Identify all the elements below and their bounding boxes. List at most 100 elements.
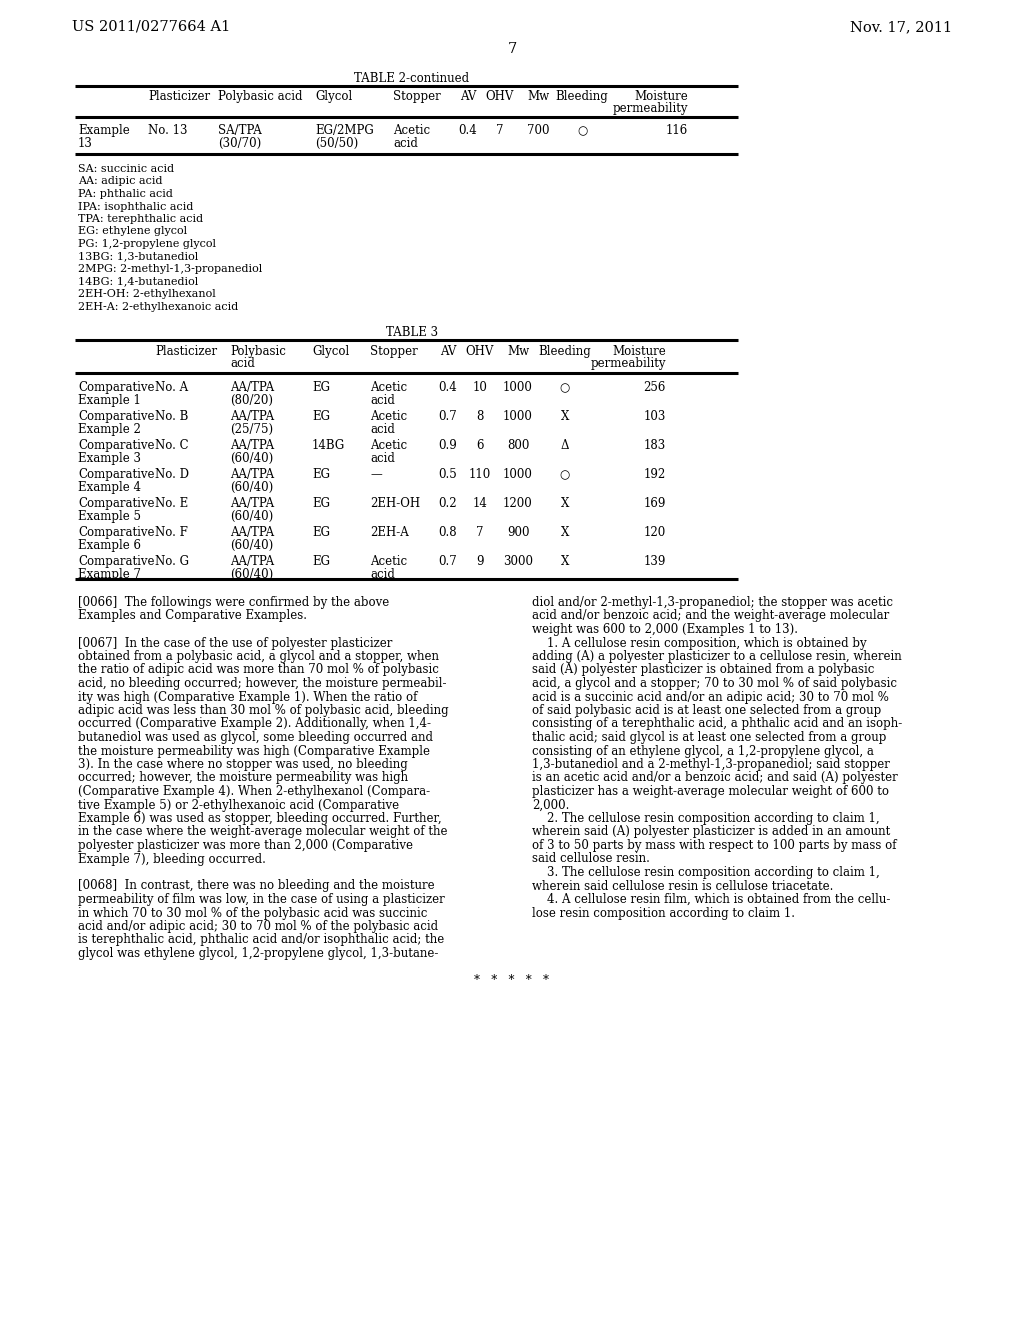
Text: Polybasic: Polybasic <box>230 345 286 358</box>
Text: Mw: Mw <box>507 345 529 358</box>
Text: acid: acid <box>370 568 395 581</box>
Text: 0.5: 0.5 <box>438 469 458 480</box>
Text: 110: 110 <box>469 469 492 480</box>
Text: EG: EG <box>312 525 330 539</box>
Text: Polybasic acid: Polybasic acid <box>218 90 302 103</box>
Text: in the case where the weight-average molecular weight of the: in the case where the weight-average mol… <box>78 825 447 838</box>
Text: said (A) polyester plasticizer is obtained from a polybasic: said (A) polyester plasticizer is obtain… <box>532 664 874 676</box>
Text: X: X <box>561 498 569 510</box>
Text: 9: 9 <box>476 554 483 568</box>
Text: (60/40): (60/40) <box>230 480 273 494</box>
Text: (Comparative Example 4). When 2-ethylhexanol (Compara-: (Comparative Example 4). When 2-ethylhex… <box>78 785 430 799</box>
Text: 2EH-OH: 2EH-OH <box>370 498 420 510</box>
Text: TPA: terephthalic acid: TPA: terephthalic acid <box>78 214 203 224</box>
Text: adipic acid was less than 30 mol % of polybasic acid, bleeding: adipic acid was less than 30 mol % of po… <box>78 704 449 717</box>
Text: 14: 14 <box>472 498 487 510</box>
Text: Plasticizer: Plasticizer <box>148 90 210 103</box>
Text: [0068]  In contrast, there was no bleeding and the moisture: [0068] In contrast, there was no bleedin… <box>78 879 434 892</box>
Text: OHV: OHV <box>485 90 514 103</box>
Text: Comparative: Comparative <box>78 440 155 451</box>
Text: 900: 900 <box>507 525 529 539</box>
Text: acid, no bleeding occurred; however, the moisture permeabil-: acid, no bleeding occurred; however, the… <box>78 677 446 690</box>
Text: (25/75): (25/75) <box>230 422 273 436</box>
Text: SA/TPA: SA/TPA <box>218 124 262 137</box>
Text: [0067]  In the case of the use of polyester plasticizer: [0067] In the case of the use of polyest… <box>78 636 392 649</box>
Text: adding (A) a polyester plasticizer to a cellulose resin, wherein: adding (A) a polyester plasticizer to a … <box>532 649 902 663</box>
Text: occurred (Comparative Example 2). Additionally, when 1,4-: occurred (Comparative Example 2). Additi… <box>78 718 431 730</box>
Text: EG: EG <box>312 411 330 422</box>
Text: Δ: Δ <box>561 440 569 451</box>
Text: permeability of film was low, in the case of using a plasticizer: permeability of film was low, in the cas… <box>78 894 444 906</box>
Text: AA/TPA: AA/TPA <box>230 440 274 451</box>
Text: 2MPG: 2-methyl-1,3-propanediol: 2MPG: 2-methyl-1,3-propanediol <box>78 264 262 275</box>
Text: Example 6) was used as stopper, bleeding occurred. Further,: Example 6) was used as stopper, bleeding… <box>78 812 441 825</box>
Text: 700: 700 <box>526 124 549 137</box>
Text: permeability: permeability <box>591 356 666 370</box>
Text: EG: EG <box>312 554 330 568</box>
Text: 13: 13 <box>78 137 93 150</box>
Text: 256: 256 <box>644 381 666 393</box>
Text: Nov. 17, 2011: Nov. 17, 2011 <box>850 20 952 34</box>
Text: Mw: Mw <box>527 90 549 103</box>
Text: EG: EG <box>312 469 330 480</box>
Text: EG: EG <box>312 498 330 510</box>
Text: the moisture permeability was high (Comparative Example: the moisture permeability was high (Comp… <box>78 744 430 758</box>
Text: No. E: No. E <box>155 498 188 510</box>
Text: (60/40): (60/40) <box>230 568 273 581</box>
Text: 14BG: 14BG <box>312 440 345 451</box>
Text: AV: AV <box>460 90 476 103</box>
Text: 0.9: 0.9 <box>438 440 458 451</box>
Text: OHV: OHV <box>466 345 495 358</box>
Text: 1,3-butanediol and a 2-methyl-1,3-propanediol; said stopper: 1,3-butanediol and a 2-methyl-1,3-propan… <box>532 758 890 771</box>
Text: 2EH-A: 2EH-A <box>370 525 409 539</box>
Text: No. C: No. C <box>155 440 188 451</box>
Text: 2EH-A: 2-ethylhexanoic acid: 2EH-A: 2-ethylhexanoic acid <box>78 301 239 312</box>
Text: (30/70): (30/70) <box>218 137 261 150</box>
Text: thalic acid; said glycol is at least one selected from a group: thalic acid; said glycol is at least one… <box>532 731 887 744</box>
Text: 0.7: 0.7 <box>438 411 458 422</box>
Text: acid: acid <box>370 451 395 465</box>
Text: Comparative: Comparative <box>78 554 155 568</box>
Text: 192: 192 <box>644 469 666 480</box>
Text: 10: 10 <box>472 381 487 393</box>
Text: X: X <box>561 554 569 568</box>
Text: Comparative: Comparative <box>78 525 155 539</box>
Text: 0.8: 0.8 <box>438 525 458 539</box>
Text: Example 6: Example 6 <box>78 539 141 552</box>
Text: AA/TPA: AA/TPA <box>230 411 274 422</box>
Text: Acetic: Acetic <box>393 124 430 137</box>
Text: AA/TPA: AA/TPA <box>230 498 274 510</box>
Text: AA/TPA: AA/TPA <box>230 525 274 539</box>
Text: TABLE 2-continued: TABLE 2-continued <box>354 73 470 84</box>
Text: diol and/or 2-methyl-1,3-propanediol; the stopper was acetic: diol and/or 2-methyl-1,3-propanediol; th… <box>532 597 893 609</box>
Text: SA: succinic acid: SA: succinic acid <box>78 164 174 174</box>
Text: polyester plasticizer was more than 2,000 (Comparative: polyester plasticizer was more than 2,00… <box>78 840 413 851</box>
Text: 0.7: 0.7 <box>438 554 458 568</box>
Text: —: — <box>370 469 382 480</box>
Text: AA/TPA: AA/TPA <box>230 554 274 568</box>
Text: *   *   *   *   *: * * * * * <box>474 974 550 987</box>
Text: weight was 600 to 2,000 (Examples 1 to 13).: weight was 600 to 2,000 (Examples 1 to 1… <box>532 623 798 636</box>
Text: X: X <box>561 411 569 422</box>
Text: 2,000.: 2,000. <box>532 799 569 812</box>
Text: is an acetic acid and/or a benzoic acid; and said (A) polyester: is an acetic acid and/or a benzoic acid;… <box>532 771 898 784</box>
Text: No. 13: No. 13 <box>148 124 187 137</box>
Text: 1000: 1000 <box>503 411 532 422</box>
Text: ○: ○ <box>577 124 587 137</box>
Text: 7: 7 <box>497 124 504 137</box>
Text: Glycol: Glycol <box>312 345 349 358</box>
Text: No. F: No. F <box>155 525 187 539</box>
Text: obtained from a polybasic acid, a glycol and a stopper, when: obtained from a polybasic acid, a glycol… <box>78 649 439 663</box>
Text: ity was high (Comparative Example 1). When the ratio of: ity was high (Comparative Example 1). Wh… <box>78 690 418 704</box>
Text: lose resin composition according to claim 1.: lose resin composition according to clai… <box>532 907 795 920</box>
Text: Acetic: Acetic <box>370 411 408 422</box>
Text: 183: 183 <box>644 440 666 451</box>
Text: Example 1: Example 1 <box>78 393 141 407</box>
Text: butanediol was used as glycol, some bleeding occurred and: butanediol was used as glycol, some blee… <box>78 731 433 744</box>
Text: acid is a succinic acid and/or an adipic acid; 30 to 70 mol %: acid is a succinic acid and/or an adipic… <box>532 690 889 704</box>
Text: of said polybasic acid is at least one selected from a group: of said polybasic acid is at least one s… <box>532 704 882 717</box>
Text: 6: 6 <box>476 440 483 451</box>
Text: US 2011/0277664 A1: US 2011/0277664 A1 <box>72 20 230 34</box>
Text: Comparative: Comparative <box>78 469 155 480</box>
Text: (80/20): (80/20) <box>230 393 273 407</box>
